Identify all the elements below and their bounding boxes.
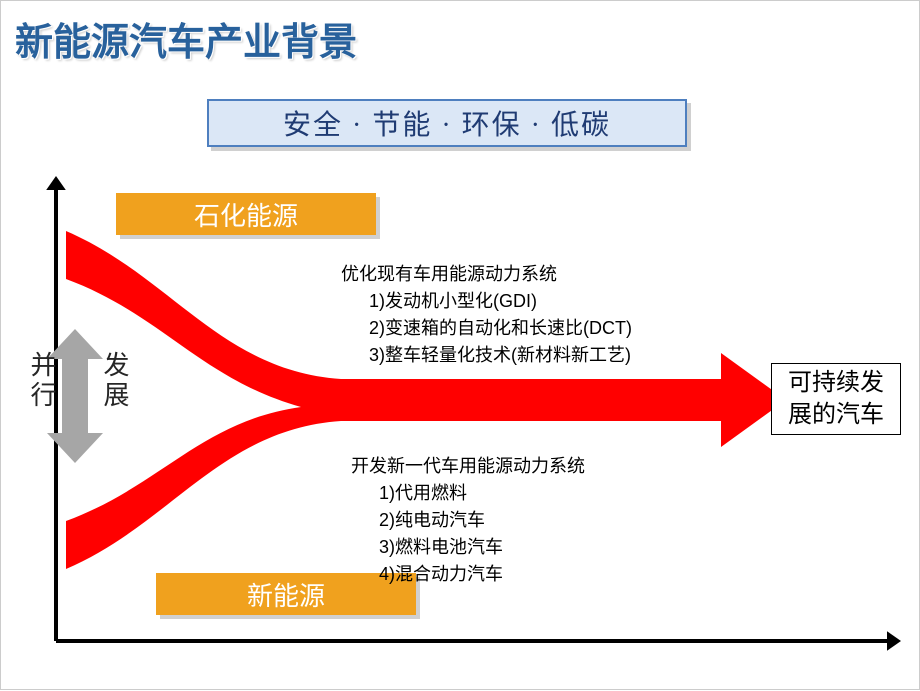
upper-text-block: 优化现有车用能源动力系统 1)发动机小型化(GDI) 2)变速箱的自动化和长速比… [341, 261, 632, 369]
banner-text: 安全 · 节能 · 环保 · 低碳 [283, 103, 611, 143]
orange-bottom-label: 新能源 [247, 576, 325, 613]
vertical-label-left: 并行 [23, 351, 60, 411]
upper-text-item: 2)变速箱的自动化和长速比(DCT) [341, 315, 632, 342]
lower-text-item: 3)燃料电池汽车 [351, 534, 585, 561]
outcome-text: 可持续发展的汽车 [782, 367, 890, 432]
upper-text-head: 优化现有车用能源动力系统 [341, 261, 632, 288]
lower-text-item: 1)代用燃料 [351, 480, 585, 507]
slide-title: 新能源汽车产业背景 [15, 11, 357, 66]
lower-text-head: 开发新一代车用能源动力系统 [351, 453, 585, 480]
outcome-box: 可持续发展的汽车 [771, 363, 901, 435]
orange-top-label: 石化能源 [194, 196, 298, 233]
banner-wrap: 安全 · 节能 · 环保 · 低碳 [207, 99, 687, 147]
lower-text-item: 2)纯电动汽车 [351, 507, 585, 534]
upper-text-item: 1)发动机小型化(GDI) [341, 288, 632, 315]
lower-text-item: 4)混合动力汽车 [351, 561, 585, 588]
orange-box-top-wrap: 石化能源 [116, 193, 376, 235]
orange-box-top: 石化能源 [116, 193, 376, 235]
banner: 安全 · 节能 · 环保 · 低碳 [207, 99, 687, 147]
slide-root: 新能源汽车产业背景 安全 · 节能 · 环保 · 低碳 石化能源 新能源 优化现… [0, 0, 920, 690]
lower-text-block: 开发新一代车用能源动力系统 1)代用燃料 2)纯电动汽车 3)燃料电池汽车 4)… [351, 453, 585, 588]
vertical-label-right: 发展 [96, 351, 133, 411]
upper-text-item: 3)整车轻量化技术(新材料新工艺) [341, 342, 632, 369]
